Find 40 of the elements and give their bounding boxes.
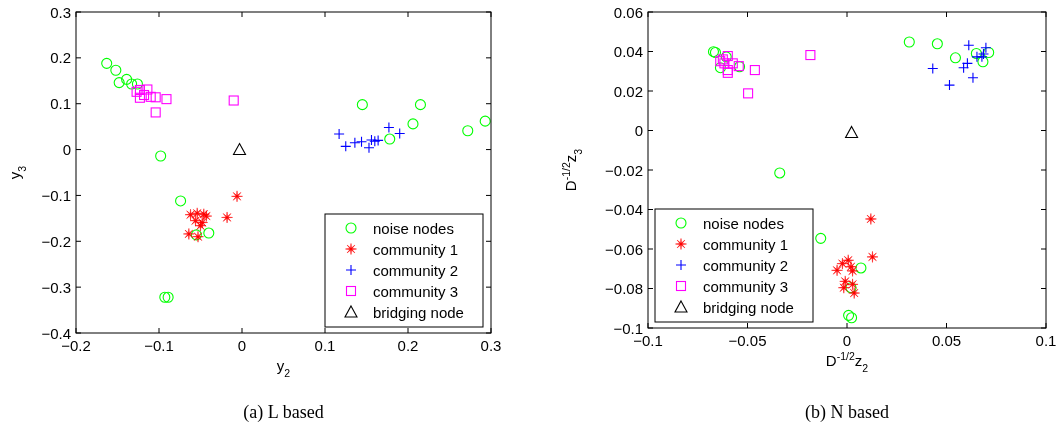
y-tick-label: 0 [62,141,71,159]
y-tick-label: −0.06 [605,240,643,258]
y-tick-label: −0.08 [605,280,643,297]
text: (b) N based [805,402,889,423]
y-tick-label: −0.02 [605,161,643,179]
y-tick-label: 0.04 [613,43,643,60]
legend-label: community 2 [703,256,789,274]
y-tick-label: −0.2 [41,232,71,250]
x-tick-label: 0.1 [314,337,336,354]
x-axis-title: y$_{2}$ [276,357,291,379]
x-tick-label: 0.05 [931,332,962,349]
y-tick-label: −0.1 [41,186,71,204]
legend-label: community 3 [373,282,459,300]
text: (a) L based [243,402,324,423]
y-tick-label: 0.2 [50,49,71,67]
y-tick-label: −0.1 [613,319,643,337]
legend-label: bridging node [373,303,464,321]
y-tick-label: −0.4 [41,324,71,342]
y-tick-label: −0.3 [41,278,71,296]
legend-label: noise nodes [373,219,454,237]
legend-label: bridging node [703,298,794,316]
legend-label: community 1 [373,240,459,258]
y-tick-label: 0 [634,122,643,139]
legend-label: noise nodes [703,214,784,232]
y-tick-label: 0.02 [613,82,643,100]
x-tick-label: 0 [237,337,247,354]
y-tick-label: −0.04 [605,201,643,218]
x-tick-label: 0.3 [480,337,502,354]
legend-label: community 2 [373,261,459,279]
y-tick-label: 0.1 [50,95,71,113]
x-tick-label: 0.1 [1035,332,1057,349]
x-axis-title: D$^{-1/2}$z$_{2}$ [825,350,869,374]
legend-label: community 3 [703,277,789,295]
x-tick-label: 0.2 [397,337,419,354]
x-tick-label: −0.05 [728,332,767,349]
y-tick-label: 0.06 [613,3,643,21]
legend-label: community 1 [703,235,789,253]
y-tick-label: 0.3 [50,3,71,21]
x-tick-label: 0 [842,332,852,349]
x-tick-label: −0.1 [144,337,174,354]
